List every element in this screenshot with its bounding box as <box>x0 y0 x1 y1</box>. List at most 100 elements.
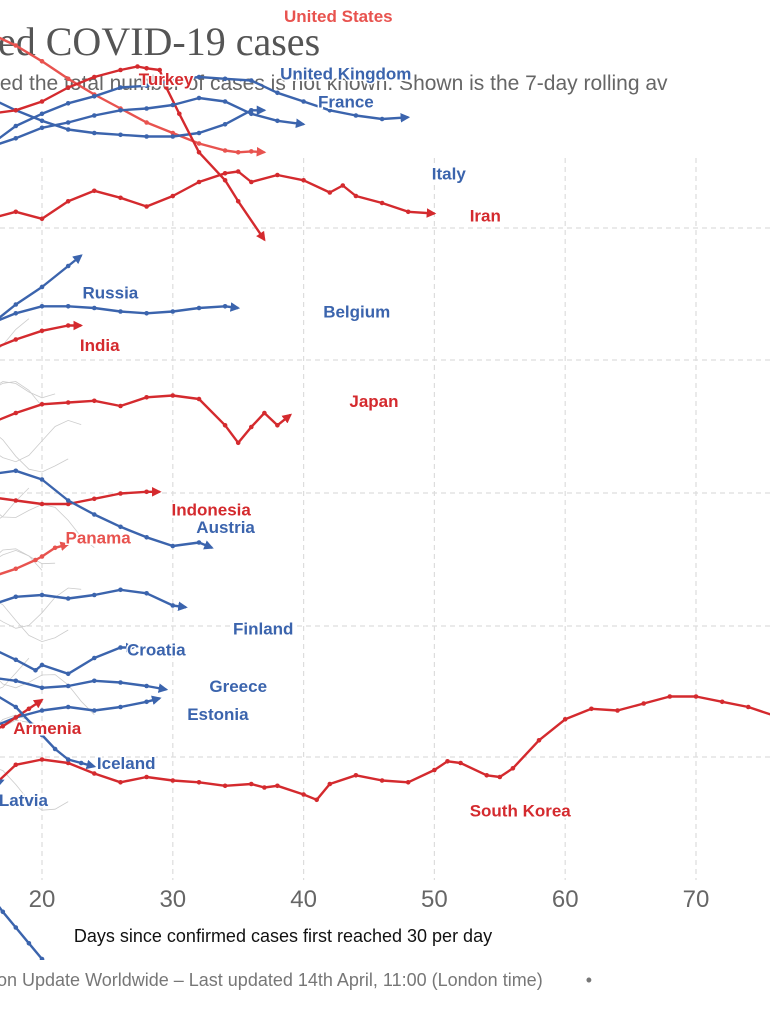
data-point <box>39 111 45 117</box>
data-point <box>92 113 97 118</box>
data-point <box>39 477 45 482</box>
data-point <box>222 99 228 104</box>
data-point <box>92 188 97 194</box>
data-point <box>249 781 254 787</box>
data-point <box>170 603 176 608</box>
data-point <box>405 780 411 785</box>
data-point <box>13 657 19 663</box>
data-point <box>65 199 71 204</box>
data-point <box>65 323 71 328</box>
data-point <box>562 717 568 722</box>
data-point <box>235 440 241 446</box>
series-label-japan: Japan <box>349 392 398 411</box>
series-line-greece <box>0 677 169 693</box>
data-point <box>222 304 228 309</box>
data-point <box>92 771 97 776</box>
data-point <box>249 111 254 117</box>
data-point <box>118 309 123 314</box>
data-point <box>536 738 542 743</box>
data-point <box>144 120 149 125</box>
data-point <box>13 925 19 930</box>
data-point <box>222 122 228 127</box>
series-line-russia <box>0 254 83 319</box>
data-point <box>118 132 123 138</box>
series-label-croatia: Croatia <box>127 640 186 659</box>
context-line <box>0 381 56 399</box>
data-point <box>170 78 176 83</box>
data-point <box>92 592 97 598</box>
source-footer: on Update Worldwide – Last updated 14th … <box>0 970 592 991</box>
data-point <box>170 130 176 136</box>
data-point <box>249 424 254 430</box>
data-point <box>118 491 123 496</box>
series-india <box>0 320 84 348</box>
context-line <box>0 602 69 643</box>
data-point <box>65 127 71 132</box>
series-iran <box>0 169 437 222</box>
data-point <box>379 116 385 122</box>
data-point <box>65 501 71 507</box>
series-greece <box>0 677 169 693</box>
x-tick-label: 30 <box>159 886 186 913</box>
series-labels: United States United Kingdom Turkey Italy Fr… <box>0 5 573 960</box>
data-point <box>39 284 45 290</box>
series-estonia <box>0 695 162 726</box>
x-axis-ticks: 20 30 40 50 60 70 <box>29 886 710 913</box>
data-point <box>379 200 385 206</box>
data-point <box>13 43 19 48</box>
series-line-france <box>0 96 306 145</box>
x-tick-label: 50 <box>421 886 448 913</box>
chart-title: ed COVID-19 cases <box>0 19 321 64</box>
data-point <box>118 704 123 710</box>
data-point <box>92 708 97 713</box>
data-point <box>327 781 333 787</box>
context-line <box>0 548 56 565</box>
data-point <box>65 101 71 106</box>
data-point <box>26 706 32 712</box>
data-point <box>144 311 149 316</box>
data-point <box>693 694 699 699</box>
data-point <box>222 178 228 183</box>
data-point <box>196 179 202 185</box>
series-belgium <box>0 302 241 321</box>
data-point <box>65 596 71 601</box>
series-croatia <box>0 642 136 677</box>
data-point <box>39 662 45 668</box>
data-point <box>249 108 254 113</box>
series-line-indonesia <box>0 486 162 506</box>
data-point <box>353 193 359 199</box>
data-point <box>510 766 516 771</box>
data-point <box>65 76 71 82</box>
data-point <box>13 498 19 503</box>
data-point <box>65 85 71 90</box>
data-point <box>118 403 123 409</box>
data-point <box>144 489 149 495</box>
data-point <box>65 757 71 762</box>
data-point <box>65 498 71 503</box>
data-point <box>39 402 45 407</box>
data-point <box>92 398 97 404</box>
data-point <box>118 67 123 73</box>
data-point <box>92 496 97 502</box>
data-point <box>65 683 71 689</box>
data-point <box>39 216 45 222</box>
data-point <box>196 141 202 146</box>
data-point <box>615 708 620 713</box>
series-label-france: France <box>318 93 374 112</box>
x-tick-label: 20 <box>29 886 56 913</box>
data-point <box>144 134 149 139</box>
data-point <box>33 725 38 731</box>
context-lines <box>0 318 95 811</box>
series-japan <box>0 393 292 446</box>
data-point <box>196 150 202 155</box>
data-point <box>39 304 45 309</box>
footer-bullet: • <box>585 970 593 990</box>
data-point <box>144 395 149 400</box>
data-point <box>222 783 228 789</box>
data-point <box>39 125 45 131</box>
context-line <box>0 436 69 473</box>
data-point <box>13 704 19 710</box>
series-line-japan <box>0 394 292 444</box>
data-point <box>196 74 202 80</box>
series-label-armenia: Armenia <box>13 719 82 738</box>
